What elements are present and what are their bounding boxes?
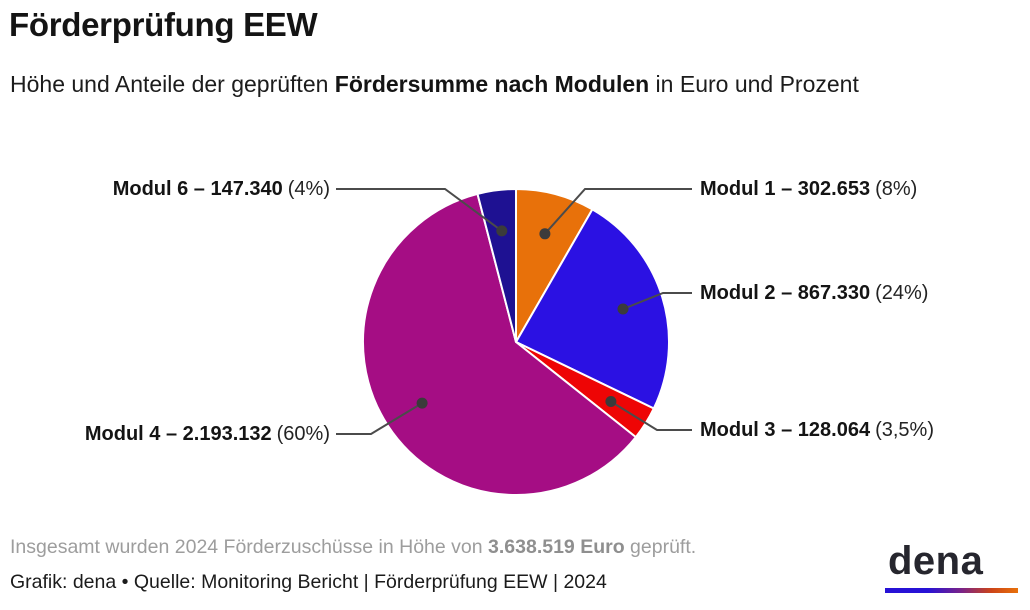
- leader-dot-modul-4: [416, 397, 428, 409]
- subtitle: Höhe und Anteile der geprüften Fördersum…: [10, 66, 965, 103]
- slice-label-modul-1-pct: (8%): [875, 178, 918, 200]
- pie-slice-modul-2: [515, 208, 670, 410]
- leader-line-modul-2: [622, 292, 692, 310]
- subtitle-text-post: in Euro und Prozent: [649, 71, 859, 97]
- dena-logo: dena: [885, 541, 1018, 593]
- slice-label-modul-4-pct: (60%): [276, 423, 330, 445]
- slice-label-modul-1-value: Modul 1 – 302.653: [700, 178, 871, 200]
- summary-note-total: 3.638.519 Euro: [488, 536, 625, 558]
- slice-label-modul-1: Modul 1 – 302.653 (8%): [700, 174, 917, 204]
- leader-dot-modul-1: [539, 228, 551, 240]
- summary-note-pre: Insgesamt wurden 2024 Förderzuschüsse in…: [10, 536, 489, 558]
- slice-label-modul-2-pct: (24%): [875, 282, 929, 304]
- leader-line-modul-1: [544, 188, 692, 235]
- leader-line-modul-6: [336, 188, 503, 232]
- slice-label-modul-6-pct: (4%): [287, 178, 330, 200]
- dena-logo-text: dena: [888, 539, 984, 583]
- credit-line: Grafik: dena • Quelle: Monitoring Berich…: [10, 571, 607, 593]
- pie-slice-modul-6: [476, 188, 517, 343]
- slice-label-modul-6-value: Modul 6 – 147.340: [112, 178, 283, 200]
- leader-dot-modul-6: [496, 225, 508, 237]
- slice-label-modul-3-value: Modul 3 – 128.064: [700, 419, 871, 441]
- summary-note-post: geprüft.: [624, 536, 697, 558]
- slice-label-modul-3: Modul 3 – 128.064 (3,5%): [700, 415, 934, 445]
- pie-slice-modul-4: [362, 192, 637, 496]
- leader-lines: [336, 188, 692, 435]
- leader-dot-modul-3: [605, 396, 617, 407]
- slice-label-modul-2: Modul 2 – 867.330 (24%): [700, 278, 928, 308]
- pie-slices: [362, 188, 670, 496]
- slice-label-modul-2-value: Modul 2 – 867.330: [700, 282, 871, 304]
- subtitle-text-pre: Höhe und Anteile der geprüften: [10, 71, 335, 97]
- leader-line-modul-3: [610, 400, 692, 431]
- page-title: Förderprüfung EEW: [9, 6, 318, 43]
- slice-label-modul-3-pct: (3,5%): [875, 419, 934, 441]
- summary-note: Insgesamt wurden 2024 Förderzuschüsse in…: [10, 536, 696, 559]
- slice-label-modul-6: Modul 6 – 147.340 (4%): [113, 174, 330, 204]
- slice-label-modul-4: Modul 4 – 2.193.132 (60%): [85, 419, 330, 449]
- slice-label-modul-4-value: Modul 4 – 2.193.132: [84, 423, 272, 445]
- dena-logo-gradient-bar: [885, 588, 1018, 593]
- subtitle-text-bold: Fördersumme nach Modulen: [334, 71, 650, 97]
- leader-line-modul-4: [336, 402, 423, 435]
- leader-dot-modul-2: [617, 303, 629, 315]
